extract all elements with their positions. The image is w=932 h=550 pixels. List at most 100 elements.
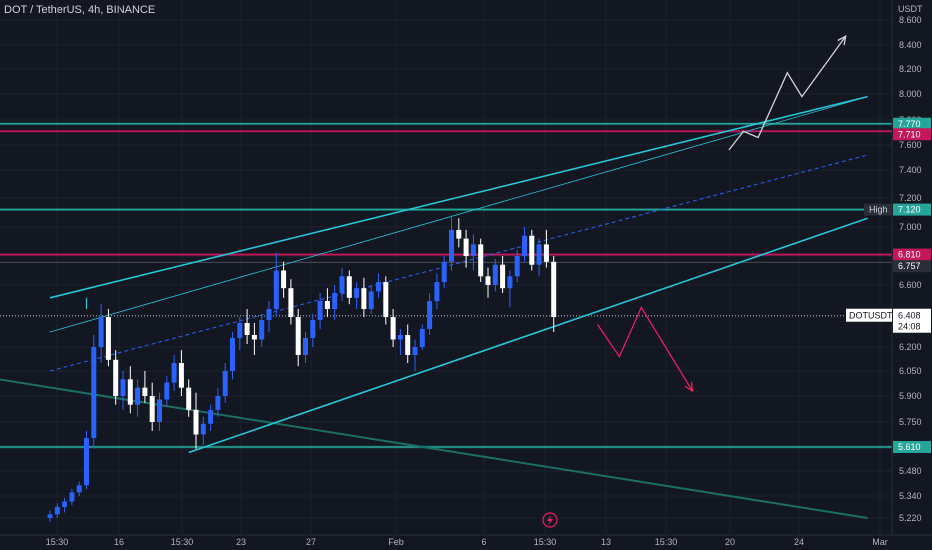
candle [266,301,272,332]
candle [310,313,316,347]
candle [339,267,345,301]
x-tick-label: 24 [794,537,804,547]
descending-trendline [0,378,868,519]
svg-text:7.710: 7.710 [898,129,921,139]
x-tick-label: 15:30 [655,537,678,547]
candle [69,488,75,506]
candle [171,355,177,391]
x-tick-label: Mar [872,537,888,547]
candle [178,350,184,396]
x-tick-label: Feb [388,537,404,547]
candle [390,309,396,347]
price-tag: 7.710 [893,128,931,141]
x-tick-label: 6 [481,537,486,547]
y-tick-label: 7.400 [899,165,922,175]
drawing-lines [0,95,868,519]
candle [434,273,440,309]
x-tick-label: 15:30 [171,537,194,547]
candle [135,379,141,417]
price-tag: 7.120 High [864,203,931,216]
candle [346,270,352,305]
x-axis: 15:30 16 15:30 23 27 Feb 6 15:30 13 15:30 20 24 Mar [46,537,888,547]
candle [76,481,82,496]
projection-up-arrow-arrowhead [837,35,847,46]
candle [200,416,206,446]
candle [376,273,381,298]
candle [98,304,104,363]
y-tick-label: 6.050 [899,366,922,376]
candle [295,309,301,367]
candle [397,329,403,355]
candle [507,270,513,308]
candle [273,253,279,317]
svg-text:6.757: 6.757 [898,261,921,271]
price-axis[interactable] [892,0,932,550]
candle [113,350,119,405]
candle [317,293,323,329]
y-tick-label: 7.600 [899,140,922,150]
y-tick-label: 5.480 [899,466,922,476]
y-tick-label: 8.400 [899,40,922,50]
svg-text:5.610: 5.610 [898,442,921,452]
candle [449,215,454,271]
y-tick-label: 7.000 [899,222,922,232]
y-tick-label: 8.200 [899,64,922,74]
candle [324,288,330,317]
candle [368,285,374,314]
candle [405,324,411,363]
candle [120,371,126,410]
candle [463,229,469,268]
candle [157,392,162,431]
candle [127,366,133,414]
candle [478,238,484,283]
price-tag: 7.770 [893,117,931,130]
candle [222,363,228,403]
lightning-icon[interactable] [542,512,558,528]
candle [543,229,549,268]
candle [47,510,53,522]
y-tick-label: 5.220 [899,513,922,523]
candle [470,234,476,271]
candle [354,282,360,309]
candle [149,382,155,431]
candle [281,261,287,298]
candle [492,258,498,292]
candle [142,371,148,403]
y-tick-label: 7.200 [899,193,922,203]
price-tag: 6.757 [893,260,931,273]
y-unit-label: USDT [898,4,923,14]
candle [361,277,367,317]
inner-line [49,96,868,333]
candle [84,430,89,489]
candle [332,285,338,320]
grid [0,0,892,535]
y-tick-label: 5.340 [899,491,922,501]
y-tick-label: 6.200 [899,342,922,352]
candle [259,313,265,347]
candle [164,376,170,407]
candle [536,238,542,277]
y-tick-label: 6.600 [899,280,922,290]
current-symbol: DOTUSDT [849,311,893,321]
candle [485,267,491,298]
svg-text:6.810: 6.810 [898,250,921,260]
candle [237,317,243,351]
x-tick-label: 27 [306,537,316,547]
candle [193,392,199,449]
candle [288,279,294,325]
candle [514,250,520,283]
candle [500,256,506,293]
candle [215,387,221,417]
candle [91,335,97,449]
candle [456,218,462,248]
y-tick-label: 8.600 [899,15,922,25]
candle [244,309,250,344]
chart-title: DOT / TetherUS, 4h, BINANCE [4,4,156,16]
x-tick-label: 20 [725,537,735,547]
price-tag: 6.810 [893,248,931,261]
projection-down-arrow-arrowhead [684,381,694,393]
candles [47,215,557,522]
candle [105,309,111,367]
y-tick-label: 5.900 [899,391,922,401]
